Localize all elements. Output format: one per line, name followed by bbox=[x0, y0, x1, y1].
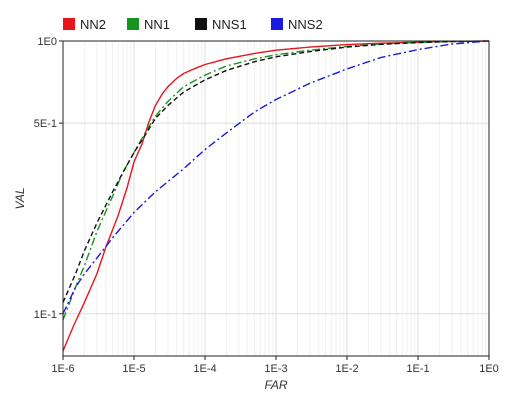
series-line-nn2 bbox=[62, 40, 490, 352]
y-tick-label: 1E-1 bbox=[34, 309, 57, 321]
x-axis-ticks: 1E-6 1E-5 1E-4 1E-3 1E-2 1E-1 1E0 bbox=[51, 356, 499, 375]
legend-label-nns1: NNS1 bbox=[212, 17, 247, 32]
x-tick-label: 1E0 bbox=[479, 363, 499, 375]
y-tick-label: 5E-1 bbox=[34, 118, 57, 130]
x-tick-label: 1E-6 bbox=[51, 363, 74, 375]
x-axis-title: FAR bbox=[264, 378, 287, 392]
legend-swatch-nns2 bbox=[271, 18, 283, 30]
x-tick-label: 1E-2 bbox=[335, 363, 358, 375]
series-lines bbox=[62, 40, 490, 352]
legend-label-nn1: NN1 bbox=[144, 17, 170, 32]
legend-swatch-nn2 bbox=[63, 18, 75, 30]
y-axis-title: VAL bbox=[13, 187, 27, 209]
legend-swatch-nn1 bbox=[127, 18, 139, 30]
grid bbox=[62, 40, 490, 356]
x-tick-label: 1E-5 bbox=[122, 363, 145, 375]
x-tick-label: 1E-3 bbox=[264, 363, 287, 375]
legend: NN2 NN1 NNS1 NNS2 bbox=[63, 17, 323, 32]
x-tick-label: 1E-4 bbox=[193, 363, 216, 375]
legend-label-nns2: NNS2 bbox=[288, 17, 323, 32]
legend-swatch-nns1 bbox=[195, 18, 207, 30]
x-tick-label: 1E-1 bbox=[406, 363, 429, 375]
legend-label-nn2: NN2 bbox=[80, 17, 106, 32]
y-tick-label: 1E0 bbox=[37, 36, 57, 48]
series-line-nn1 bbox=[62, 40, 490, 321]
series-line-nns1 bbox=[62, 40, 490, 303]
y-axis-ticks: 1E-1 5E-1 1E0 bbox=[34, 36, 63, 321]
